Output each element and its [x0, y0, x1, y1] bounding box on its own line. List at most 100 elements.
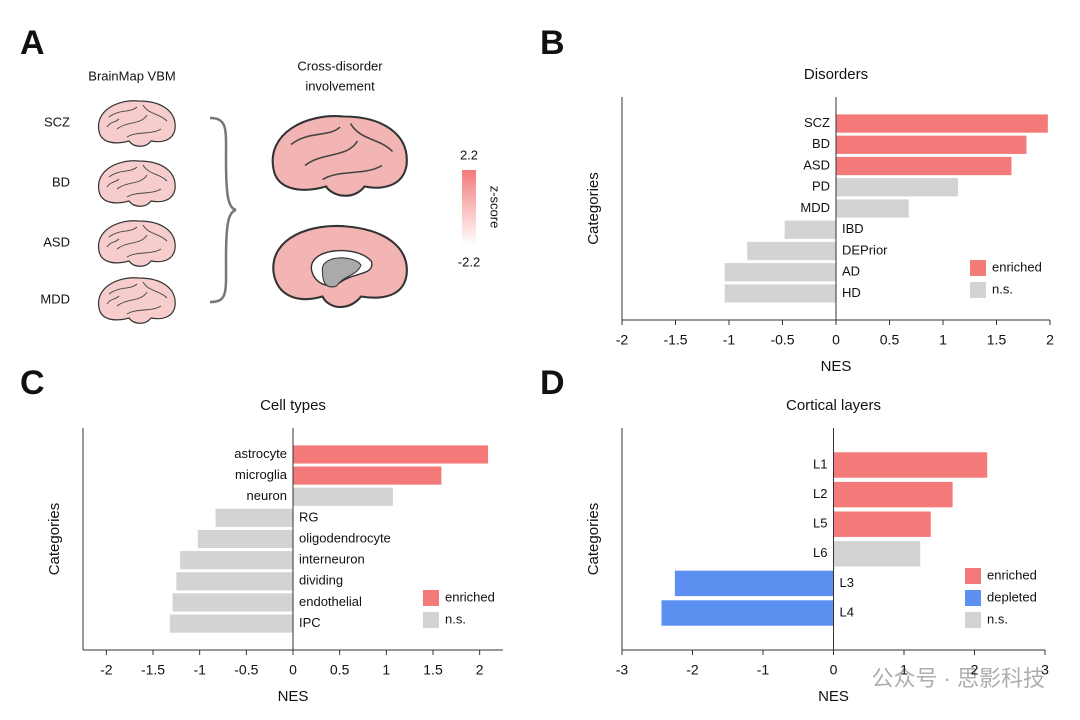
- legend-swatch: [965, 612, 981, 628]
- legend-swatch: [965, 590, 981, 606]
- legend-swatch: [970, 282, 986, 298]
- category-label: L4: [840, 604, 854, 619]
- legend-label: enriched: [445, 589, 495, 604]
- category-label: interneuron: [299, 552, 365, 567]
- chart: B Disorders NES Categories -2 -1.5 -1 -0.5 0 0.5 1…: [540, 24, 1054, 375]
- category-label: DEPrior: [842, 242, 888, 257]
- x-tick-label: 0: [289, 662, 297, 678]
- watermark: 公众号 · 思影科技: [871, 666, 1045, 691]
- x-axis-label: NES: [821, 358, 852, 375]
- category-label: endothelial: [299, 594, 362, 609]
- x-tick-label: 0.5: [330, 662, 350, 678]
- bar: [833, 452, 988, 478]
- bar: [293, 487, 393, 506]
- y-axis-label: Categories: [46, 503, 63, 576]
- x-tick-label: -1: [723, 332, 736, 348]
- category-label: L2: [813, 486, 827, 501]
- legend-swatch: [423, 612, 439, 628]
- bar: [293, 445, 489, 464]
- brain-icon: [97, 220, 176, 267]
- bar: [833, 481, 953, 508]
- bar: [747, 241, 836, 261]
- x-tick-label: 2: [476, 662, 484, 678]
- category-label: microglia: [235, 467, 288, 482]
- bar: [661, 600, 834, 626]
- legend-swatch: [423, 590, 439, 606]
- legend-label: n.s.: [992, 281, 1013, 296]
- panel-label: A: [20, 24, 45, 62]
- category-label: HD: [842, 285, 861, 300]
- x-tick-label: -1: [757, 662, 770, 678]
- x-tick-label: -2: [616, 332, 629, 348]
- x-tick-label: 1: [939, 332, 947, 348]
- category-label: L3: [840, 575, 854, 590]
- x-axis-label: NES: [818, 688, 849, 705]
- colorbar-label: z-score: [488, 186, 503, 229]
- category-label: SCZ: [804, 115, 830, 130]
- right-title: Cross-disorder: [297, 58, 383, 73]
- category-label: L6: [813, 545, 827, 560]
- left-title: BrainMap VBM: [88, 68, 175, 83]
- bar: [674, 570, 834, 597]
- panel-label: C: [20, 364, 45, 402]
- x-tick-label: -1: [193, 662, 206, 678]
- brain-icon: [97, 160, 176, 207]
- colorbar-max: 2.2: [460, 147, 478, 162]
- y-axis-label: Categories: [585, 172, 602, 245]
- legend-label: n.s.: [987, 611, 1008, 626]
- x-tick-label: 2: [971, 662, 979, 678]
- brain-lateral: [271, 115, 408, 197]
- x-tick-label: 2: [1046, 332, 1054, 348]
- right-title: involvement: [305, 78, 375, 93]
- category-label: IBD: [842, 221, 864, 236]
- bar: [172, 593, 293, 612]
- category-label: BD: [812, 136, 830, 151]
- category-label: AD: [842, 264, 860, 279]
- chart-title: Cell types: [260, 397, 326, 414]
- legend-swatch: [965, 568, 981, 584]
- x-tick-label: -0.5: [234, 662, 258, 678]
- category-label: astrocyte: [234, 446, 287, 461]
- chart-title: Disorders: [804, 66, 868, 83]
- chart: D Cortical layers NES Categories -3 -2 -1 0 1 2 3 L…: [540, 364, 1049, 705]
- bar: [724, 263, 836, 282]
- legend-label: n.s.: [445, 611, 466, 626]
- x-tick-label: -1.5: [141, 662, 165, 678]
- bar: [176, 572, 293, 591]
- disorder-label: ASD: [43, 234, 70, 249]
- category-label: L5: [813, 516, 827, 531]
- chart: C Cell types NES Categories -2 -1.5 -1 -0.5 0 0.5…: [20, 364, 503, 705]
- brain-icon: [97, 277, 176, 324]
- legend-swatch: [970, 260, 986, 276]
- y-axis-label: Categories: [585, 503, 602, 576]
- category-label: RG: [299, 509, 319, 524]
- x-tick-label: -3: [616, 662, 629, 678]
- brain-icon: [97, 100, 176, 147]
- colorbar: [462, 170, 476, 245]
- x-tick-label: -2: [100, 662, 113, 678]
- x-tick-label: 0: [830, 662, 838, 678]
- bar: [836, 156, 1012, 176]
- bar: [836, 135, 1027, 154]
- bar: [833, 541, 921, 567]
- x-tick-label: -0.5: [770, 332, 794, 348]
- panel-a: A BrainMap VBM Cross-disorder involvemen…: [20, 24, 503, 324]
- x-tick-label: 1.5: [423, 662, 443, 678]
- legend-label: enriched: [987, 567, 1037, 582]
- bar: [833, 511, 931, 537]
- x-tick-label: -2: [686, 662, 699, 678]
- bar: [784, 220, 836, 239]
- bar: [293, 466, 442, 485]
- x-tick-label: 0.5: [880, 332, 900, 348]
- bar: [169, 614, 293, 633]
- category-label: neuron: [247, 488, 287, 503]
- colorbar-min: -2.2: [458, 254, 480, 269]
- category-label: L1: [813, 456, 827, 471]
- x-axis-label: NES: [278, 688, 309, 705]
- bar: [836, 178, 958, 197]
- x-tick-label: 0: [832, 332, 840, 348]
- x-tick-label: 1: [382, 662, 390, 678]
- brace: [209, 116, 237, 304]
- x-tick-label: -1.5: [663, 332, 687, 348]
